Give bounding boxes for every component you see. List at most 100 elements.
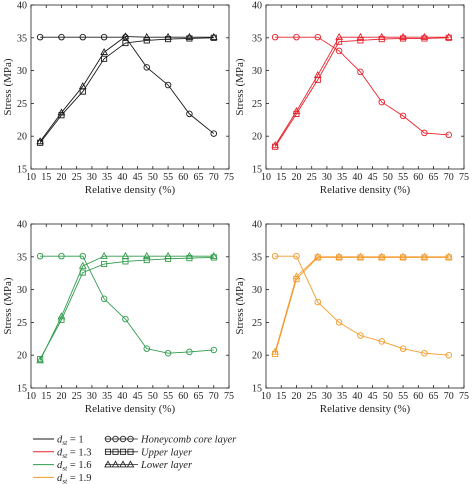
x-axis-label: Relative density (%) — [85, 403, 176, 415]
x-tick-label: 75 — [459, 172, 469, 183]
x-tick-label: 45 — [133, 172, 143, 183]
data-point-triangle — [100, 251, 108, 259]
y-tick-label: 30 — [17, 66, 27, 77]
x-axis-label: Relative density (%) — [320, 403, 411, 415]
series-line — [40, 36, 215, 134]
data-point-circle — [335, 47, 343, 55]
x-tick-label: 20 — [56, 172, 66, 183]
x-tick-label: 65 — [429, 172, 439, 183]
x-tick-label: 40 — [352, 391, 362, 402]
y-tick-label: 30 — [252, 66, 262, 77]
x-tick-label: 10 — [26, 391, 36, 402]
y-tick-label: 40 — [17, 220, 27, 231]
y-tick-label: 15 — [252, 165, 262, 176]
x-tick-label: 10 — [26, 172, 36, 183]
y-tick-label: 40 — [17, 1, 27, 12]
legend-marker-square — [119, 448, 127, 455]
data-point-circle — [36, 252, 44, 260]
data-point-triangle — [313, 252, 322, 260]
data-point-circle — [122, 33, 129, 41]
x-tick-label: 75 — [224, 391, 234, 402]
data-point-circle — [293, 252, 300, 260]
data-point-triangle — [164, 32, 172, 40]
data-point-circle — [186, 348, 193, 356]
legend-marker-circle — [119, 435, 127, 443]
data-point-square — [122, 39, 129, 47]
legend-marker-square — [127, 448, 134, 455]
x-tick-label: 10 — [261, 172, 271, 183]
data-point-triangle — [356, 252, 365, 260]
x-tick-label: 55 — [163, 391, 173, 402]
legend-line-label: dst = 1.3 — [57, 447, 92, 460]
y-tick-label: 20 — [17, 351, 27, 362]
y-tick-label: 40 — [252, 1, 262, 12]
x-tick-label: 35 — [337, 172, 347, 183]
data-point-triangle — [121, 32, 130, 40]
data-point-triangle — [209, 32, 218, 40]
plot-frame — [30, 223, 230, 389]
y-axis-label: Stress (MPa) — [2, 58, 14, 115]
series-upper-layer — [37, 254, 217, 363]
plot-frame — [265, 223, 465, 389]
series-line — [39, 255, 214, 361]
data-point-triangle — [100, 48, 108, 55]
legend-marker-entry: Upper layer — [104, 447, 193, 458]
y-tick-label: 15 — [17, 384, 27, 395]
data-point-circle — [164, 349, 172, 357]
x-tick-label: 20 — [291, 172, 301, 183]
x-tick-label: 75 — [224, 172, 234, 183]
x-axis-label: Relative density (%) — [85, 184, 176, 196]
x-tick-label: 15 — [41, 172, 51, 183]
x-tick-label: 75 — [459, 391, 469, 402]
y-tick-label: 20 — [252, 351, 262, 362]
chart-panel-bottom-left: 10 15 20 25 30 35 40 45 50 55 60 65 70 75152025303540… — [2, 220, 234, 416]
data-point-circle — [186, 110, 193, 118]
data-point-circle — [378, 98, 386, 106]
x-tick-label: 60 — [178, 391, 188, 402]
data-point-circle — [399, 345, 407, 352]
x-tick-label: 55 — [398, 172, 408, 183]
x-tick-label: 40 — [352, 172, 362, 183]
legend-marker-circle — [104, 435, 112, 443]
legend-marker-label: Upper layer — [141, 447, 193, 458]
series-lower-layer — [271, 32, 453, 149]
x-tick-label: 55 — [398, 391, 408, 402]
series-honeycomb-core-layer — [271, 33, 453, 139]
x-tick-label: 35 — [102, 391, 112, 402]
series-honeycomb-core-layer — [36, 33, 218, 137]
data-point-circle — [399, 112, 407, 120]
x-tick-label: 20 — [291, 391, 301, 402]
data-point-triangle — [444, 252, 453, 260]
data-point-triangle — [36, 137, 45, 145]
y-tick-label: 20 — [252, 132, 262, 143]
legend-marker-entry: Honeycomb core layer — [104, 435, 237, 446]
series-line — [275, 36, 449, 136]
data-point-circle — [271, 252, 279, 260]
x-tick-label: 30 — [87, 172, 97, 183]
plot-frame — [265, 4, 465, 170]
data-point-circle — [100, 33, 108, 41]
legend-marker-entry: Lower layer — [104, 460, 193, 471]
y-tick-label: 35 — [252, 33, 262, 44]
x-tick-label: 60 — [413, 172, 423, 183]
plot-frame — [30, 4, 230, 170]
data-point-square — [101, 260, 108, 268]
data-point-circle — [143, 345, 151, 352]
x-tick-label: 65 — [194, 391, 204, 402]
x-tick-label: 65 — [429, 391, 439, 402]
x-tick-label: 40 — [117, 172, 127, 183]
chart-panel-top-left: 10 15 20 25 30 35 40 45 50 55 60 65 70 75152025303540… — [2, 1, 234, 197]
x-tick-label: 25 — [72, 391, 82, 402]
x-tick-label: 50 — [383, 172, 393, 183]
data-point-circle — [122, 315, 129, 323]
data-point-circle — [79, 252, 87, 260]
x-tick-label: 25 — [307, 391, 317, 402]
data-point-triangle — [78, 82, 87, 90]
data-point-triangle — [57, 312, 66, 320]
data-point-circle — [421, 129, 428, 137]
y-tick-label: 20 — [17, 132, 27, 143]
data-point-triangle — [399, 252, 407, 260]
legend-marker-triangle — [126, 460, 135, 468]
data-point-triangle — [444, 32, 453, 40]
